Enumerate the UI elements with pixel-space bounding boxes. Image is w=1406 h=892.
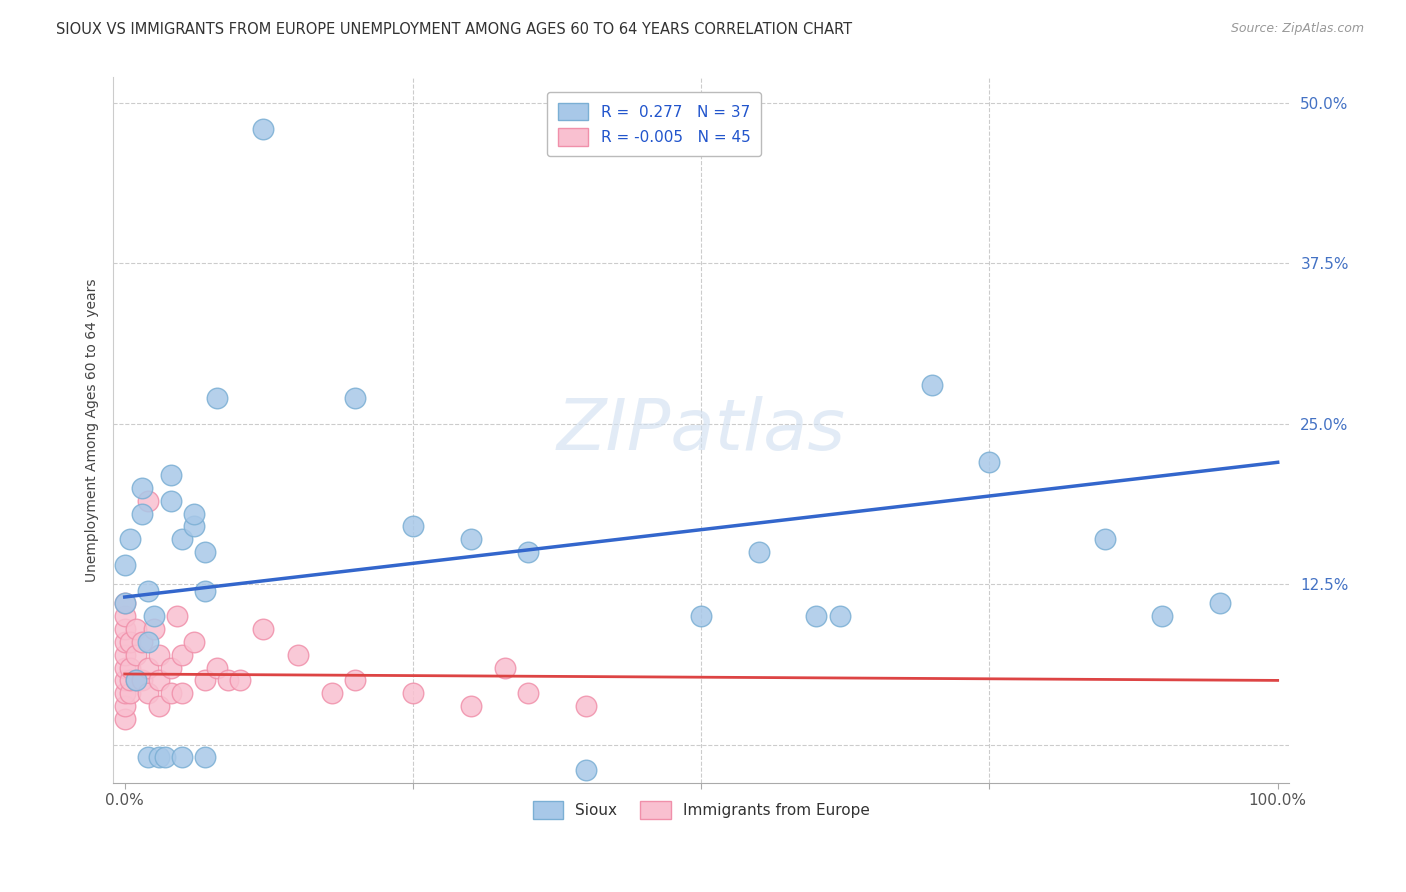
Point bbox=[1152, 609, 1174, 624]
Point bbox=[131, 507, 153, 521]
Point bbox=[136, 635, 159, 649]
Point bbox=[218, 673, 240, 688]
Point bbox=[194, 545, 217, 559]
Text: Source: ZipAtlas.com: Source: ZipAtlas.com bbox=[1230, 22, 1364, 36]
Point bbox=[172, 533, 194, 547]
Point bbox=[828, 609, 851, 624]
Point bbox=[131, 635, 153, 649]
Point bbox=[131, 673, 153, 688]
Point bbox=[172, 686, 194, 700]
Point bbox=[494, 660, 516, 674]
Point bbox=[460, 699, 482, 714]
Point bbox=[120, 686, 142, 700]
Point bbox=[120, 673, 142, 688]
Point bbox=[114, 699, 136, 714]
Point bbox=[1209, 596, 1232, 610]
Point bbox=[344, 391, 367, 405]
Point bbox=[172, 648, 194, 662]
Point bbox=[148, 648, 170, 662]
Point bbox=[402, 519, 425, 533]
Point bbox=[172, 750, 194, 764]
Point bbox=[114, 660, 136, 674]
Point bbox=[252, 121, 274, 136]
Y-axis label: Unemployment Among Ages 60 to 64 years: Unemployment Among Ages 60 to 64 years bbox=[86, 278, 100, 582]
Text: ZIPatlas: ZIPatlas bbox=[557, 396, 845, 465]
Point bbox=[344, 673, 367, 688]
Point bbox=[517, 545, 540, 559]
Legend: Sioux, Immigrants from Europe: Sioux, Immigrants from Europe bbox=[526, 795, 876, 825]
Point bbox=[229, 673, 252, 688]
Point bbox=[160, 660, 183, 674]
Point bbox=[160, 468, 183, 483]
Point bbox=[402, 686, 425, 700]
Point bbox=[148, 673, 170, 688]
Point bbox=[287, 648, 309, 662]
Point bbox=[160, 493, 183, 508]
Point bbox=[205, 660, 228, 674]
Point bbox=[114, 609, 136, 624]
Point bbox=[114, 673, 136, 688]
Point bbox=[806, 609, 828, 624]
Point bbox=[979, 455, 1001, 469]
Point bbox=[125, 622, 148, 636]
Point bbox=[748, 545, 770, 559]
Point bbox=[205, 391, 228, 405]
Point bbox=[183, 507, 205, 521]
Point bbox=[120, 635, 142, 649]
Point bbox=[517, 686, 540, 700]
Point bbox=[690, 609, 713, 624]
Point bbox=[120, 533, 142, 547]
Point bbox=[125, 673, 148, 688]
Point bbox=[114, 712, 136, 726]
Point bbox=[136, 583, 159, 598]
Point bbox=[321, 686, 343, 700]
Point bbox=[120, 660, 142, 674]
Text: SIOUX VS IMMIGRANTS FROM EUROPE UNEMPLOYMENT AMONG AGES 60 TO 64 YEARS CORRELATI: SIOUX VS IMMIGRANTS FROM EUROPE UNEMPLOY… bbox=[56, 22, 852, 37]
Point bbox=[194, 583, 217, 598]
Point bbox=[575, 699, 598, 714]
Point bbox=[131, 481, 153, 495]
Point bbox=[142, 622, 165, 636]
Point bbox=[136, 750, 159, 764]
Point bbox=[194, 673, 217, 688]
Point bbox=[252, 622, 274, 636]
Point bbox=[183, 635, 205, 649]
Point bbox=[575, 763, 598, 777]
Point bbox=[114, 596, 136, 610]
Point bbox=[114, 686, 136, 700]
Point bbox=[114, 648, 136, 662]
Point bbox=[1094, 533, 1116, 547]
Point bbox=[194, 750, 217, 764]
Point bbox=[921, 378, 943, 392]
Point bbox=[460, 533, 482, 547]
Point bbox=[136, 686, 159, 700]
Point bbox=[142, 609, 165, 624]
Point bbox=[183, 519, 205, 533]
Point bbox=[125, 673, 148, 688]
Point bbox=[114, 635, 136, 649]
Point bbox=[148, 699, 170, 714]
Point bbox=[114, 596, 136, 610]
Point bbox=[114, 622, 136, 636]
Point bbox=[125, 648, 148, 662]
Point bbox=[136, 493, 159, 508]
Point bbox=[166, 609, 188, 624]
Point bbox=[153, 750, 176, 764]
Point bbox=[160, 686, 183, 700]
Point bbox=[148, 750, 170, 764]
Point bbox=[136, 660, 159, 674]
Point bbox=[114, 558, 136, 572]
